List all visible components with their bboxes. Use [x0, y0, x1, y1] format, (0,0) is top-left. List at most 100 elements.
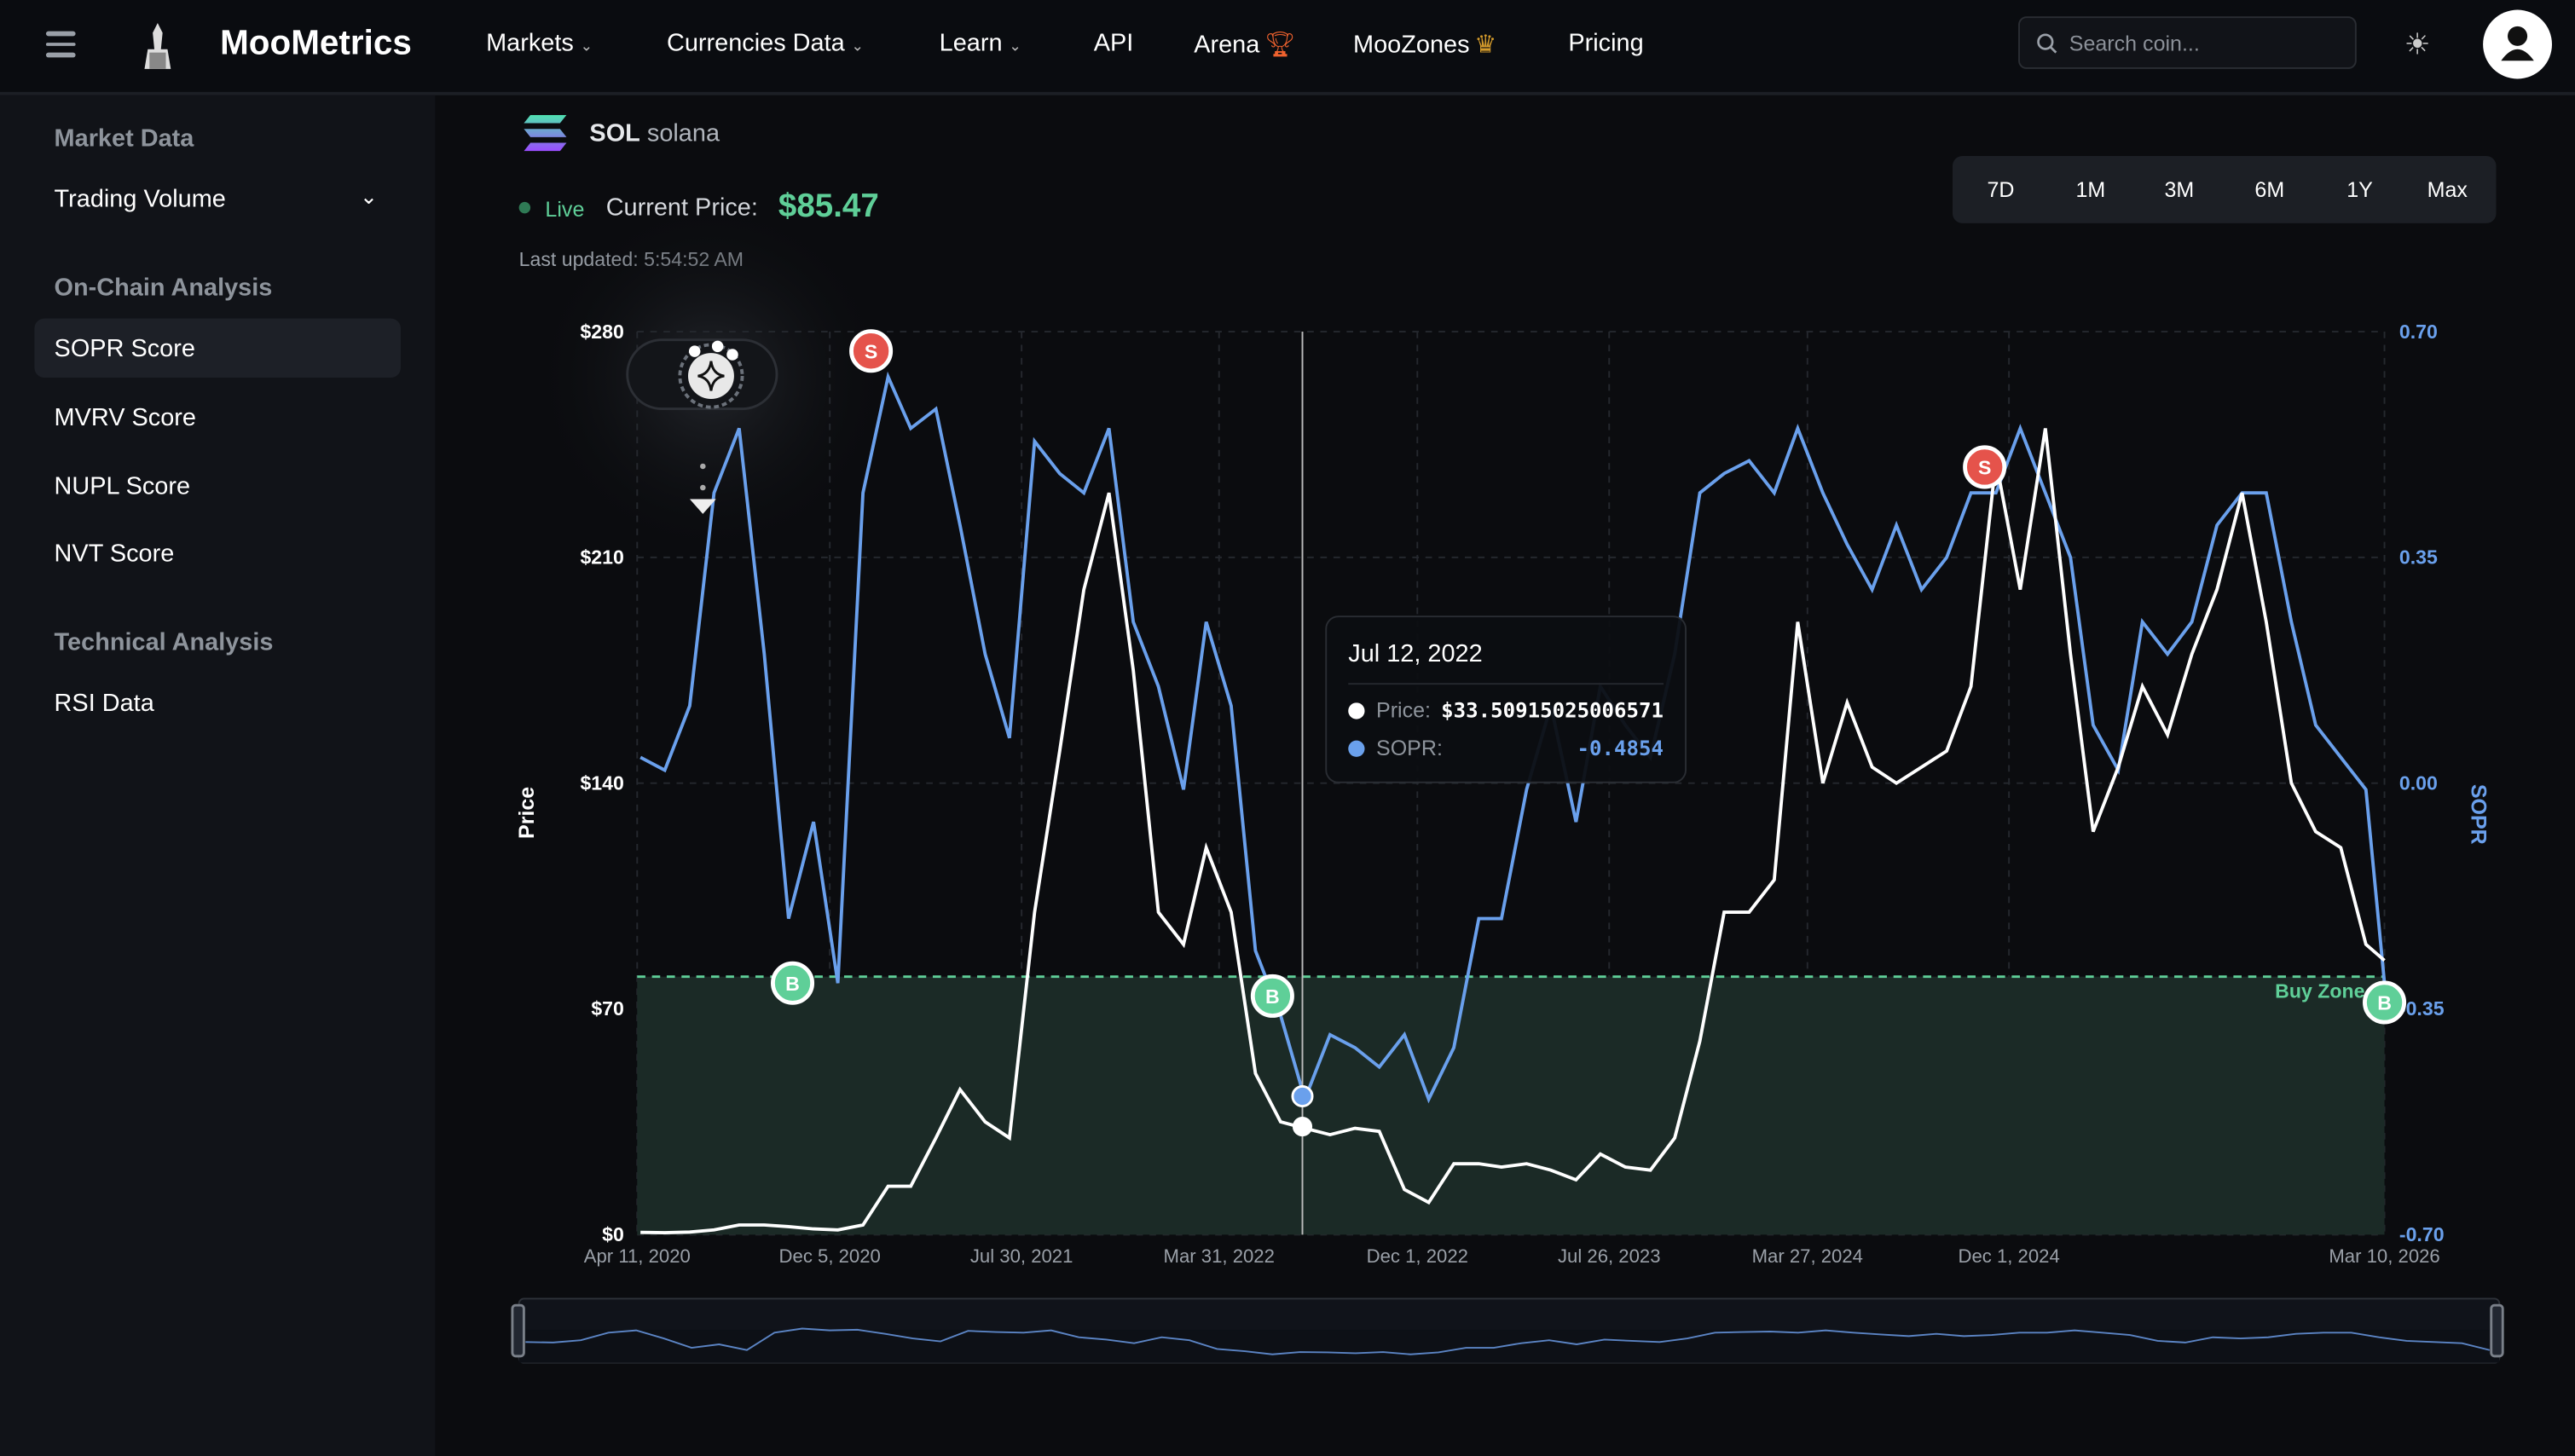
signal-label: S: [1978, 457, 1991, 479]
tooltip-price-label: Price:: [1375, 697, 1431, 723]
range-6m[interactable]: 6M: [2254, 177, 2285, 202]
x-tick: Dec 1, 2022: [1367, 1245, 1468, 1267]
price-legend-dot: [1348, 702, 1365, 719]
chevron-down-icon: ⌄: [851, 38, 864, 55]
sidebar-item-sopr-score[interactable]: SOPR Score: [34, 318, 401, 378]
trophy-icon: 🏆︎: [1264, 31, 1296, 60]
sidebar-item-trading-volume[interactable]: Trading Volume ⌄: [34, 169, 400, 228]
user-icon: [2501, 26, 2534, 61]
buy-signal-marker[interactable]: B: [2363, 980, 2407, 1025]
y-tick-right: 0.70: [2399, 321, 2438, 343]
sidebar-item-mvrv-score[interactable]: MVRV Score: [34, 388, 400, 447]
range-max[interactable]: Max: [2427, 177, 2468, 202]
sidebar: Market Data Trading Volume ⌄ On-Chain Ana…: [0, 95, 436, 1456]
sidebar-section-title: Market Data: [54, 124, 194, 153]
logo-icon: [144, 22, 171, 69]
tooltip-date: Jul 12, 2022: [1348, 640, 1483, 668]
nav-label: Markets: [486, 29, 574, 58]
sun-icon[interactable]: ☀: [2404, 27, 2431, 61]
y-tick-right: 0.00: [2399, 771, 2438, 794]
nav-api[interactable]: API: [1094, 30, 1134, 58]
y-tick-left: $140: [580, 771, 623, 794]
tooltip-sopr-value: -0.4854: [1577, 735, 1664, 760]
nav-label: Currencies Data: [666, 29, 845, 58]
buy-zone-label: Buy Zone: [2275, 980, 2364, 1002]
nav-arena[interactable]: Arena 🏆︎: [1194, 30, 1296, 60]
avatar[interactable]: [2483, 9, 2553, 79]
range-3m[interactable]: 3M: [2164, 177, 2195, 202]
search-icon: [2037, 33, 2057, 54]
live-label: Live: [545, 197, 585, 222]
live-dot: [518, 201, 531, 214]
brand-name[interactable]: MooMetrics: [220, 24, 412, 63]
sidebar-item-label: MVRV Score: [54, 403, 197, 432]
sidebar-item-nvt-score[interactable]: NVT Score: [34, 523, 400, 582]
crosshair-price-dot: [1292, 1117, 1313, 1137]
solana-logo-icon: [524, 114, 567, 152]
series-price: [640, 428, 2386, 1234]
x-tick: Mar 10, 2026: [2329, 1245, 2439, 1267]
nav-label: Arena: [1194, 31, 1260, 60]
nav-pricing[interactable]: Pricing: [1568, 30, 1643, 58]
y-tick-right: -0.35: [2399, 997, 2445, 1020]
sopr-legend-dot: [1348, 740, 1365, 757]
sidebar-item-label: RSI Data: [54, 689, 154, 718]
sidebar-section-title: Technical Analysis: [54, 628, 274, 657]
buy-zone-area: [637, 976, 2385, 1235]
x-tick: Apr 11, 2020: [584, 1245, 691, 1267]
navigator-handle-right[interactable]: [2490, 1303, 2504, 1358]
tooltip-price-value: $33.50915025006571: [1441, 697, 1664, 723]
chevron-down-icon: ⌄: [1009, 38, 1021, 55]
y-tick-left: $70: [591, 997, 624, 1020]
range-1y[interactable]: 1Y: [2346, 177, 2373, 202]
time-range-selector: 7D 1M 3M 6M 1Y Max: [1953, 155, 2497, 223]
crosshair-sopr-dot: [1291, 1084, 1314, 1107]
sell-signal-marker[interactable]: S: [1963, 445, 2007, 489]
nav-currencies-data[interactable]: Currencies Data ⌄: [667, 30, 864, 58]
x-tick: Mar 27, 2024: [1752, 1245, 1863, 1267]
sidebar-item-rsi-data[interactable]: RSI Data: [34, 673, 400, 732]
chart-tooltip: Jul 12, 2022 Price: $33.50915025006571 S…: [1325, 615, 1687, 783]
nav-label: API: [1093, 29, 1134, 58]
y-tick-left: $280: [580, 321, 623, 343]
y-tick-left: $210: [580, 546, 623, 569]
y-tick-right: -0.70: [2399, 1223, 2445, 1245]
nav-learn[interactable]: Learn ⌄: [940, 30, 1021, 58]
coin-name: solana: [646, 119, 720, 148]
y-tick-left: $0: [602, 1223, 624, 1245]
nav-label: Learn: [939, 29, 1003, 58]
sidebar-item-label: Trading Volume: [54, 185, 226, 214]
chevron-down-icon: ⌄: [359, 183, 378, 209]
sell-signal-marker[interactable]: S: [849, 329, 894, 373]
series-sopr: [639, 371, 2387, 1105]
sidebar-item-nupl-score[interactable]: NUPL Score: [34, 456, 400, 515]
buy-signal-marker[interactable]: B: [771, 961, 815, 1005]
top-nav: MooMetrics Markets ⌄ Currencies Data ⌄ Lea…: [0, 0, 2575, 95]
nav-moozones[interactable]: MooZones ♛: [1353, 30, 1496, 60]
scroll-down-hint-icon: [689, 463, 716, 514]
range-navigator[interactable]: [511, 1297, 2504, 1364]
y-axis-left-title: Price: [515, 787, 539, 839]
search-input[interactable]: Search coin...: [2018, 16, 2357, 69]
signal-label: S: [865, 340, 877, 362]
sidebar-item-label: SOPR Score: [54, 334, 195, 363]
range-1m[interactable]: 1M: [2075, 177, 2106, 202]
navigator-handle-left[interactable]: [511, 1303, 525, 1358]
signal-label: B: [1265, 985, 1280, 1008]
signal-label: B: [785, 973, 800, 995]
tooltip-sopr-label: SOPR:: [1375, 735, 1443, 760]
y-axis-right-title: SOPR: [2467, 784, 2491, 845]
range-7d[interactable]: 7D: [1987, 177, 2015, 202]
menu-icon[interactable]: [45, 31, 76, 64]
signal-label: B: [2377, 992, 2392, 1014]
search-placeholder: Search coin...: [2069, 31, 2200, 56]
sidebar-item-label: NVT Score: [54, 540, 175, 569]
buy-signal-marker[interactable]: B: [1250, 974, 1294, 1018]
x-tick: Mar 31, 2022: [1164, 1245, 1275, 1267]
nav-markets[interactable]: Markets ⌄: [486, 30, 593, 58]
coin-symbol: SOL: [589, 119, 640, 148]
nav-label: Pricing: [1568, 29, 1644, 58]
ai-assistant-toggle[interactable]: [626, 338, 778, 411]
